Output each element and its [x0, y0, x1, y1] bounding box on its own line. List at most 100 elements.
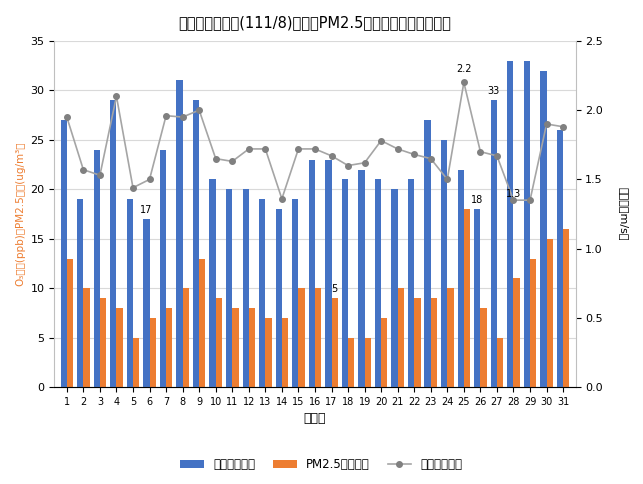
風速日平均值	[113, 93, 120, 99]
Bar	[514, 278, 520, 387]
Y-axis label: 風　速（m/s）: 風 速（m/s）	[618, 187, 628, 241]
Bar	[160, 150, 166, 387]
風速日平均值	[476, 149, 484, 154]
Bar	[116, 308, 123, 387]
Bar	[266, 318, 271, 387]
風速日平均值	[96, 172, 104, 178]
Bar	[348, 338, 354, 387]
風速日平均值	[377, 138, 385, 144]
Bar	[127, 199, 133, 387]
Bar	[242, 189, 249, 387]
Bar	[431, 298, 437, 387]
Bar	[94, 150, 100, 387]
Bar	[67, 258, 73, 387]
風速日平均值	[129, 185, 137, 191]
風速日平均值	[179, 114, 186, 120]
風速日平均值	[543, 121, 550, 127]
Bar	[557, 130, 563, 387]
風速日平均值	[559, 124, 567, 130]
風速日平均值	[294, 146, 302, 152]
Bar	[77, 199, 84, 387]
Bar	[448, 288, 453, 387]
Bar	[474, 209, 480, 387]
Bar	[292, 199, 298, 387]
Text: 18: 18	[471, 195, 484, 205]
Title: 環保署二林測站(111/8)臭氧、PM2.5與風速日平均值趨勢圖: 環保署二林測站(111/8)臭氧、PM2.5與風速日平均值趨勢圖	[179, 15, 451, 30]
Text: 17: 17	[140, 205, 152, 215]
Text: 5: 5	[332, 284, 338, 294]
Bar	[325, 160, 332, 387]
風速日平均值	[146, 177, 154, 182]
風速日平均值	[162, 113, 170, 119]
風速日平均值	[80, 167, 87, 173]
風速日平均值	[427, 156, 435, 162]
風速日平均值	[526, 197, 534, 203]
Bar	[176, 80, 183, 387]
Text: 1.3: 1.3	[506, 189, 521, 199]
Bar	[441, 140, 448, 387]
Bar	[424, 120, 431, 387]
Bar	[408, 180, 414, 387]
風速日平均值	[328, 153, 336, 159]
Bar	[298, 288, 305, 387]
Bar	[480, 308, 487, 387]
Text: 2.2: 2.2	[456, 64, 471, 74]
Bar	[232, 308, 239, 387]
Bar	[199, 258, 206, 387]
風速日平均值	[245, 146, 253, 152]
風速日平均值	[344, 163, 352, 168]
Bar	[458, 169, 464, 387]
Bar	[563, 229, 570, 387]
Bar	[282, 318, 288, 387]
Bar	[491, 100, 497, 387]
風速日平均值	[278, 196, 285, 202]
Legend: 臭氧日平均值, PM2.5日平均值, 風速日平均值: 臭氧日平均值, PM2.5日平均值, 風速日平均值	[176, 453, 467, 476]
Bar	[259, 199, 266, 387]
Bar	[507, 60, 514, 387]
Bar	[166, 308, 172, 387]
Bar	[309, 160, 315, 387]
Bar	[276, 209, 282, 387]
Bar	[547, 239, 553, 387]
Bar	[358, 169, 365, 387]
風速日平均值	[195, 107, 203, 113]
Bar	[210, 180, 215, 387]
Bar	[392, 189, 397, 387]
Bar	[143, 219, 150, 387]
風速日平均值	[410, 151, 418, 157]
Bar	[365, 338, 371, 387]
Bar	[414, 298, 421, 387]
X-axis label: 日　期: 日 期	[303, 412, 326, 425]
Bar	[530, 258, 536, 387]
風速日平均值	[63, 114, 71, 120]
Bar	[342, 180, 348, 387]
Text: 33: 33	[487, 86, 500, 96]
Bar	[381, 318, 388, 387]
Bar	[315, 288, 322, 387]
Bar	[375, 180, 381, 387]
Line: 風速日平均值: 風速日平均值	[64, 80, 566, 203]
風速日平均值	[394, 146, 401, 152]
風速日平均值	[361, 160, 368, 166]
Bar	[497, 338, 503, 387]
Bar	[226, 189, 232, 387]
Bar	[193, 100, 199, 387]
Bar	[150, 318, 156, 387]
Bar	[183, 288, 189, 387]
風速日平均值	[311, 146, 319, 152]
風速日平均值	[444, 177, 451, 182]
Bar	[540, 71, 547, 387]
Bar	[332, 298, 338, 387]
Bar	[110, 100, 116, 387]
風速日平均值	[228, 158, 236, 164]
風速日平均值	[510, 197, 518, 203]
風速日平均值	[493, 153, 501, 159]
Bar	[215, 298, 222, 387]
Bar	[60, 120, 67, 387]
Y-axis label: O₃濃度(ppb)、PM2.5濃度(ug/m³）: O₃濃度(ppb)、PM2.5濃度(ug/m³）	[15, 142, 25, 286]
Bar	[397, 288, 404, 387]
風速日平均值	[460, 79, 467, 85]
Bar	[249, 308, 255, 387]
Bar	[84, 288, 89, 387]
Bar	[133, 338, 140, 387]
